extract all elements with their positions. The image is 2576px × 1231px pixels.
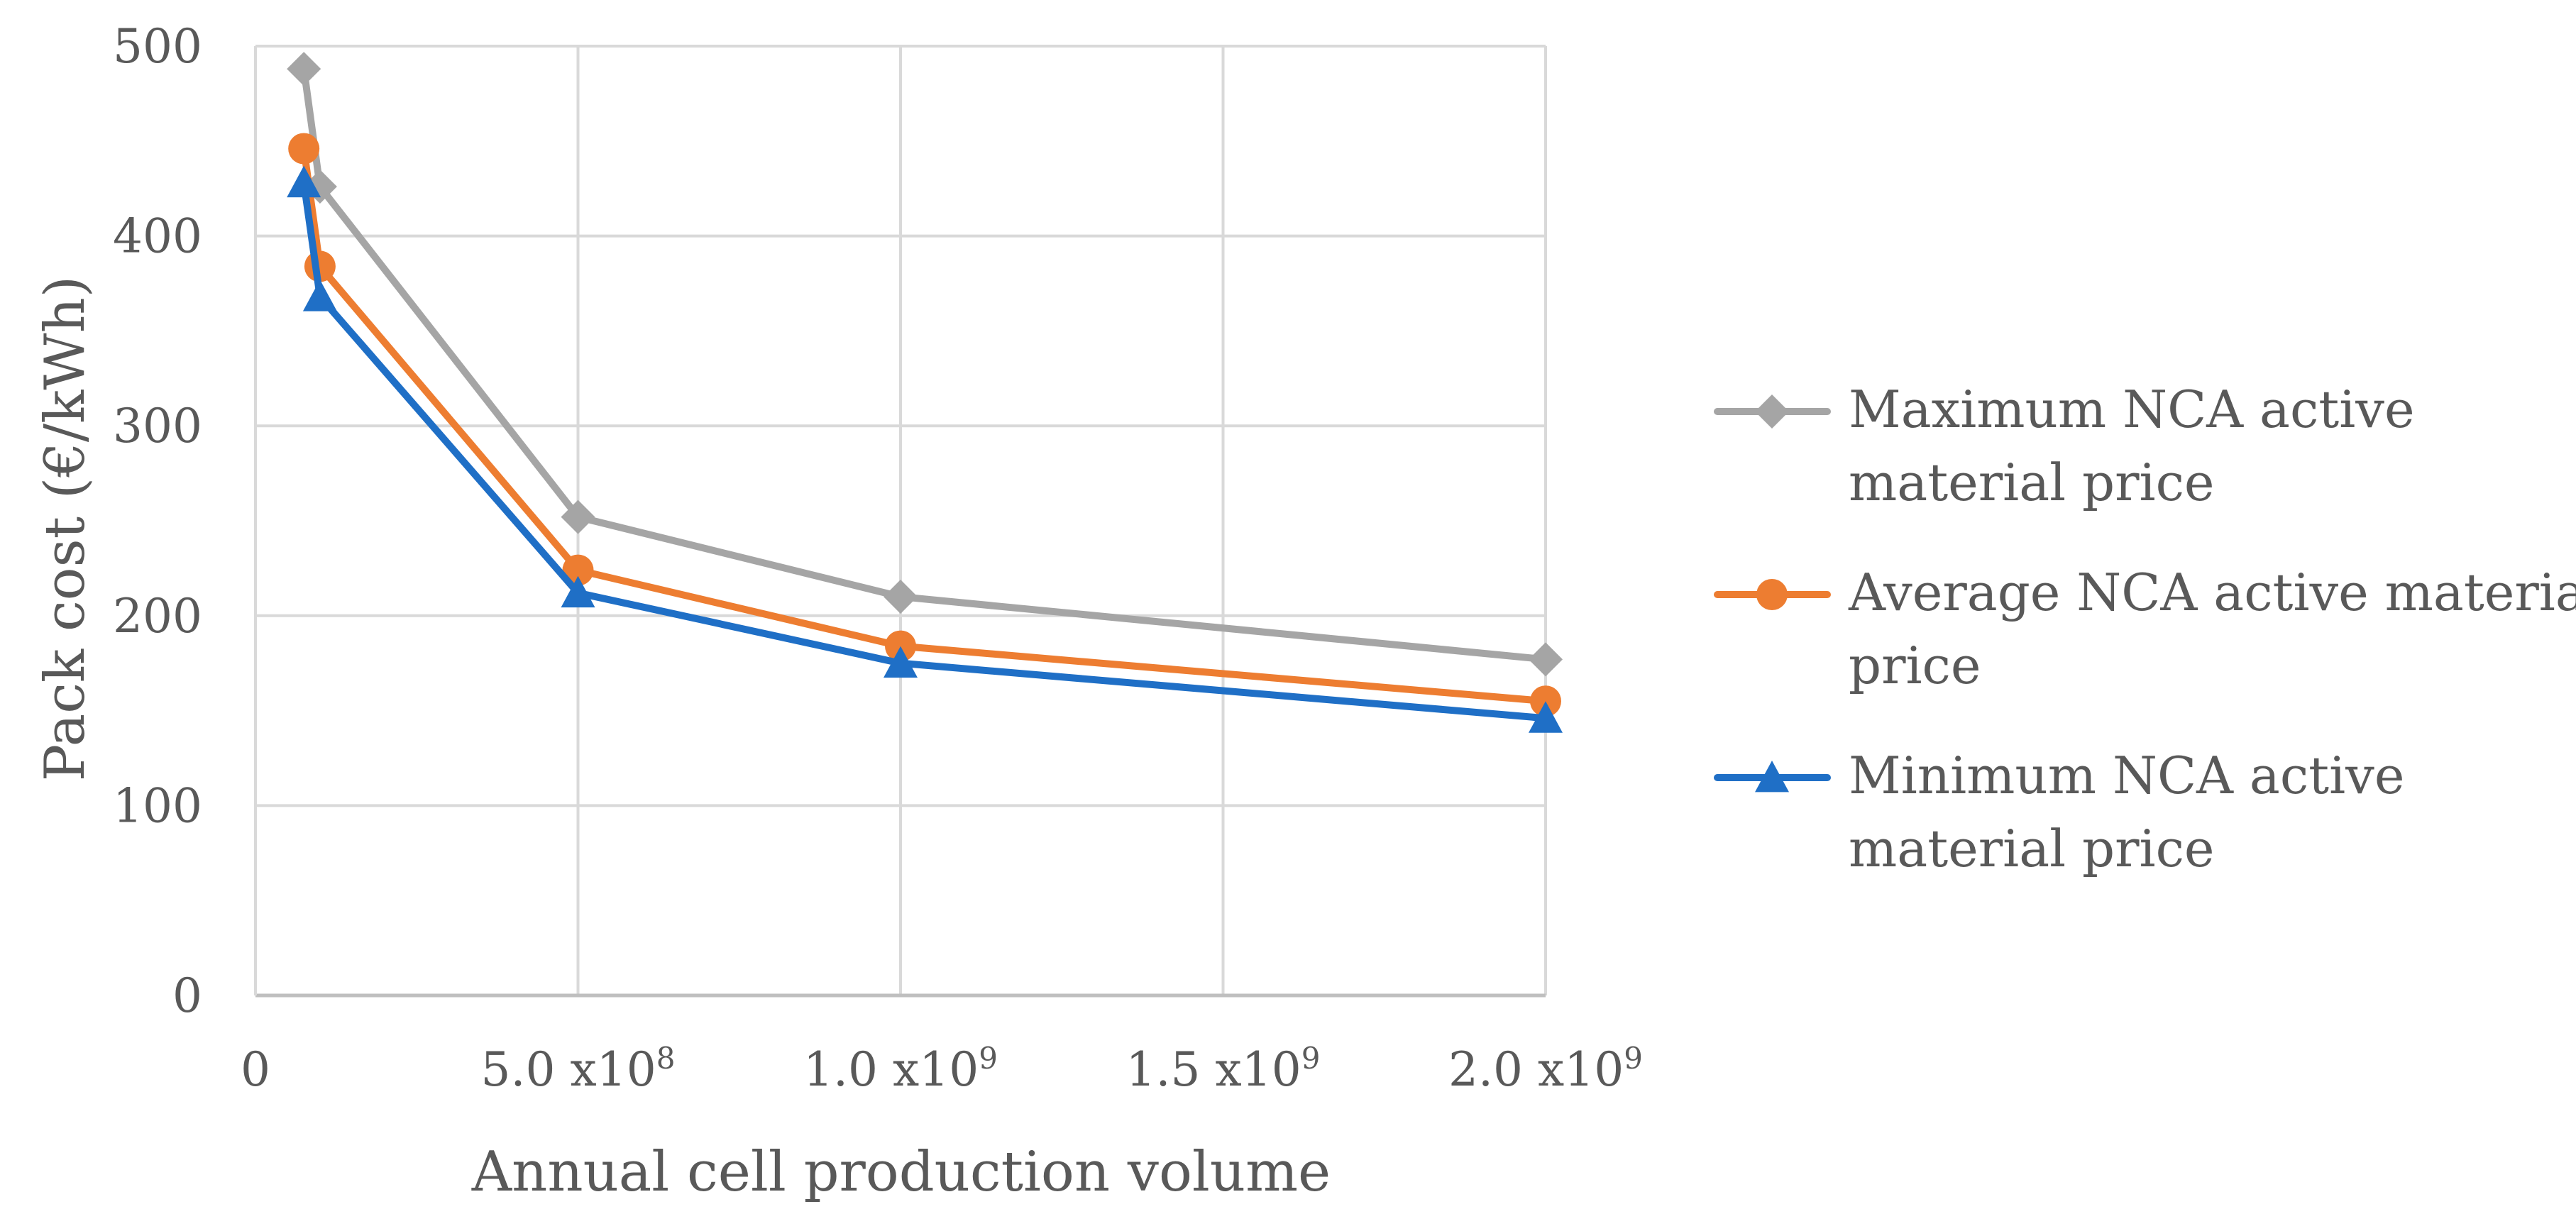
legend-label: Minimum NCA active [1849,746,2404,805]
x-tick-label: 5.0 x108 [481,1041,676,1098]
data-point [288,133,320,165]
axes [254,46,1546,998]
data-point [884,646,918,678]
x-tick-exponent: 9 [1624,1041,1643,1076]
x-tick-exponent: 9 [979,1041,998,1076]
legend-label: price [1849,636,1981,695]
legend-label: material price [1849,819,2215,878]
legend-item-triangle: Minimum NCA active material price [1714,746,2404,878]
series-diamond [287,52,1563,677]
data-point [1530,685,1561,717]
legend-label: Maximum NCA active [1849,380,2415,439]
data-point [561,575,595,608]
x-tick-label: 1.5 x109 [1126,1041,1321,1098]
legend-label: material price [1849,453,2215,512]
y-tick-label: 100 [113,778,202,833]
y-tick-label: 400 [113,209,202,264]
x-axis-title: Annual cell production volume [471,1140,1331,1204]
data-point [1529,701,1563,733]
data-point [561,499,595,534]
data-point [885,630,916,662]
x-tick-exponent: 9 [1301,1041,1321,1076]
x-tick-base: 0 [241,1042,270,1097]
legend-marker [1755,394,1789,429]
legend: Maximum NCA active material price Average … [1714,380,2576,878]
x-tick-base: 5.0 x10 [481,1042,656,1097]
legend-item-diamond: Maximum NCA active material price [1714,380,2415,512]
y-tick-label: 500 [113,19,202,74]
x-tick-label: 0 [241,1042,270,1097]
x-tick-label: 2.0 x109 [1448,1041,1643,1098]
gridlines [255,45,1547,995]
y-tick-label: 200 [113,589,202,644]
x-tick-label: 1.0 x109 [803,1041,998,1098]
y-axis-title: Pack cost (€/kWh) [33,276,97,781]
data-point [562,554,594,586]
series-line [300,65,1549,663]
x-tick-base: 2.0 x10 [1448,1042,1624,1097]
x-tick-exponent: 8 [656,1041,676,1076]
data-point [884,580,918,614]
series-triangle [287,165,1563,733]
legend-label: Average NCA active material [1848,563,2576,622]
data-point [287,165,321,198]
data-point [287,52,321,87]
legend-marker [1756,579,1788,610]
legend-marker [1755,761,1789,793]
y-tick-label: 0 [172,968,202,1023]
x-tick-base: 1.5 x10 [1126,1042,1301,1097]
series-layer [287,52,1563,733]
data-point [1529,642,1563,677]
x-tick-base: 1.0 x10 [803,1042,979,1097]
legend-item-circle: Average NCA active material price [1714,563,2576,695]
data-point [302,280,337,311]
y-tick-label: 300 [113,399,202,453]
